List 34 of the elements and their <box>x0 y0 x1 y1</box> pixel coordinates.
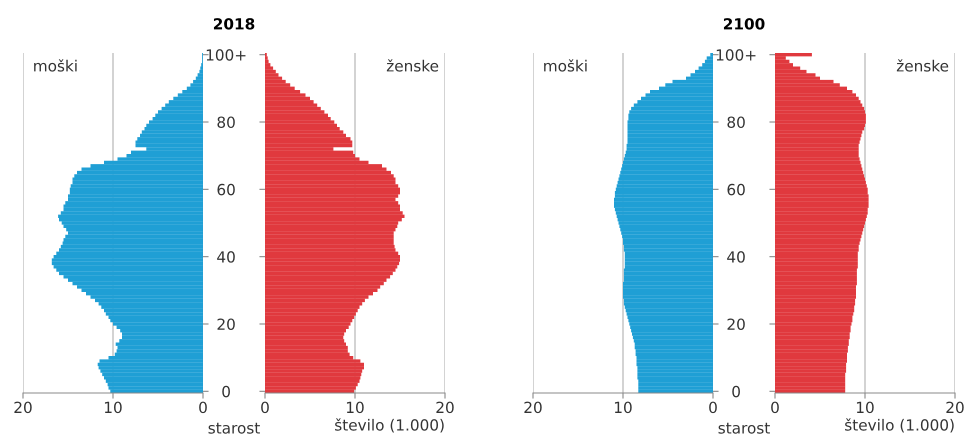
y-tick-label: 100+ <box>206 49 246 61</box>
y-tick-label: 0 <box>732 386 740 398</box>
x-tick-label: 10 <box>856 402 874 414</box>
y-axis-title: starost <box>208 422 260 434</box>
text: 2100 <box>724 18 765 30</box>
y-tick-label: 80 <box>727 116 745 128</box>
x-tick-label: 10 <box>614 402 632 414</box>
x-tick-label: 0 <box>199 402 207 414</box>
x-tick-label: 20 <box>946 402 964 414</box>
y-tick-label: 40 <box>727 251 745 263</box>
y-tick-label: 60 <box>217 184 235 196</box>
y-axis-title: starost <box>718 422 770 434</box>
x-tick-label: 0 <box>261 402 269 414</box>
annotation: moški <box>544 59 587 72</box>
x-tick-label: 10 <box>104 402 122 414</box>
annotation: ženske <box>386 59 438 72</box>
annotation: ženske <box>896 59 948 72</box>
x-tick-label: 10 <box>346 402 364 414</box>
y-tick-label: 0 <box>222 386 230 398</box>
x-axis-title: število (1.000) <box>845 418 954 433</box>
y-tick-label: 40 <box>217 251 235 263</box>
y-tick-label: 80 <box>217 116 235 128</box>
y-tick-label: 20 <box>728 318 745 330</box>
y-tick-label: 100+ <box>716 49 756 61</box>
x-tick-label: 20 <box>436 402 454 414</box>
annotation: moški <box>34 59 77 72</box>
x-tick-label: 20 <box>14 402 32 414</box>
y-tick-label: 60 <box>727 184 745 196</box>
y-tick-label: 20 <box>218 318 235 330</box>
x-tick-label: 0 <box>771 402 779 414</box>
x-tick-label: 0 <box>709 402 717 414</box>
text: 2018 <box>214 18 254 30</box>
x-tick-label: 20 <box>524 402 542 414</box>
x-axis-title: število (1.000) <box>335 418 444 433</box>
